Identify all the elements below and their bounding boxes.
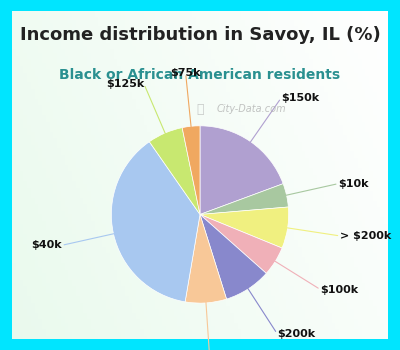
Wedge shape xyxy=(185,215,226,303)
Text: Black or African American residents: Black or African American residents xyxy=(60,68,340,82)
Wedge shape xyxy=(182,126,200,215)
Text: $10k: $10k xyxy=(339,178,369,189)
Wedge shape xyxy=(200,215,282,273)
Text: City-Data.com: City-Data.com xyxy=(216,104,286,114)
Wedge shape xyxy=(200,126,283,215)
Wedge shape xyxy=(200,184,288,215)
Wedge shape xyxy=(111,142,200,302)
Text: $150k: $150k xyxy=(281,93,319,103)
Wedge shape xyxy=(149,128,200,215)
Text: $125k: $125k xyxy=(106,79,144,89)
Text: Income distribution in Savoy, IL (%): Income distribution in Savoy, IL (%) xyxy=(20,26,380,44)
Wedge shape xyxy=(200,207,289,248)
Text: > $200k: > $200k xyxy=(340,231,392,241)
Text: $200k: $200k xyxy=(277,329,315,339)
Wedge shape xyxy=(200,215,266,299)
Text: $100k: $100k xyxy=(320,285,359,295)
Text: $75k: $75k xyxy=(170,68,201,78)
Text: $40k: $40k xyxy=(31,240,61,250)
Text: Ⓢ: Ⓢ xyxy=(196,103,204,116)
